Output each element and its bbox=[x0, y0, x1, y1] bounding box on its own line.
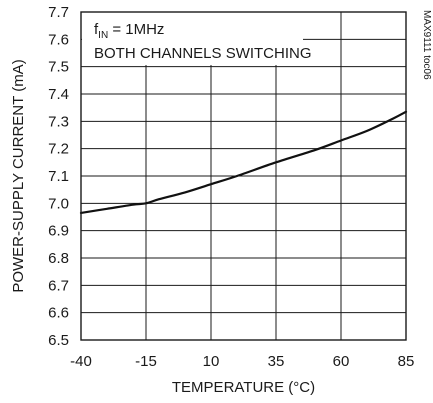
y-tick-labels: 6.5 6.6 6.7 6.8 6.9 7.0 7.1 7.2 7.3 7.4 7.5 7.6 7.7 bbox=[48, 4, 69, 349]
annotation-box bbox=[82, 7, 303, 65]
x-axis-label: TEMPERATURE (°C) bbox=[172, 379, 315, 396]
x-tick-labels: -40 -15 10 35 60 85 bbox=[70, 353, 414, 370]
x-tick-label: 35 bbox=[268, 353, 285, 370]
x-tick-label: 60 bbox=[333, 353, 350, 370]
y-tick-label: 7.4 bbox=[48, 86, 69, 103]
y-tick-label: 7.7 bbox=[48, 4, 69, 21]
y-tick-label: 6.5 bbox=[48, 332, 69, 349]
plot-frame bbox=[80, 11, 407, 341]
y-tick-label: 6.7 bbox=[48, 277, 69, 294]
y-tick-label: 7.6 bbox=[48, 31, 69, 48]
y-axis-label: POWER-SUPPLY CURRENT (mA) bbox=[10, 59, 27, 292]
supply-current-curve bbox=[79, 110, 408, 214]
y-tick-label: 7.2 bbox=[48, 141, 69, 158]
x-tick-label: 85 bbox=[398, 353, 415, 370]
x-tick-label: 10 bbox=[203, 353, 220, 370]
y-tick-label: 6.8 bbox=[48, 250, 69, 267]
y-tick-label: 7.1 bbox=[48, 168, 69, 185]
y-tick-label: 6.6 bbox=[48, 305, 69, 322]
frequency-annotation: fIN = 1MHz bbox=[94, 21, 164, 41]
mode-annotation: BOTH CHANNELS SWITCHING bbox=[94, 45, 312, 62]
frequency-subscript: IN bbox=[98, 30, 108, 41]
frequency-symbol: f bbox=[94, 21, 99, 38]
y-tick-label: 7.5 bbox=[48, 59, 69, 76]
x-tick-label: -15 bbox=[135, 353, 157, 370]
series-curve bbox=[79, 110, 408, 214]
figure-id-label: MAX9111 toc06 bbox=[421, 10, 432, 80]
y-tick-label: 7.3 bbox=[48, 113, 69, 130]
x-tick-label: -40 bbox=[70, 353, 92, 370]
y-tick-label: 6.9 bbox=[48, 223, 69, 240]
y-tick-label: 7.0 bbox=[48, 195, 69, 212]
frequency-value: = 1MHz bbox=[108, 21, 164, 38]
